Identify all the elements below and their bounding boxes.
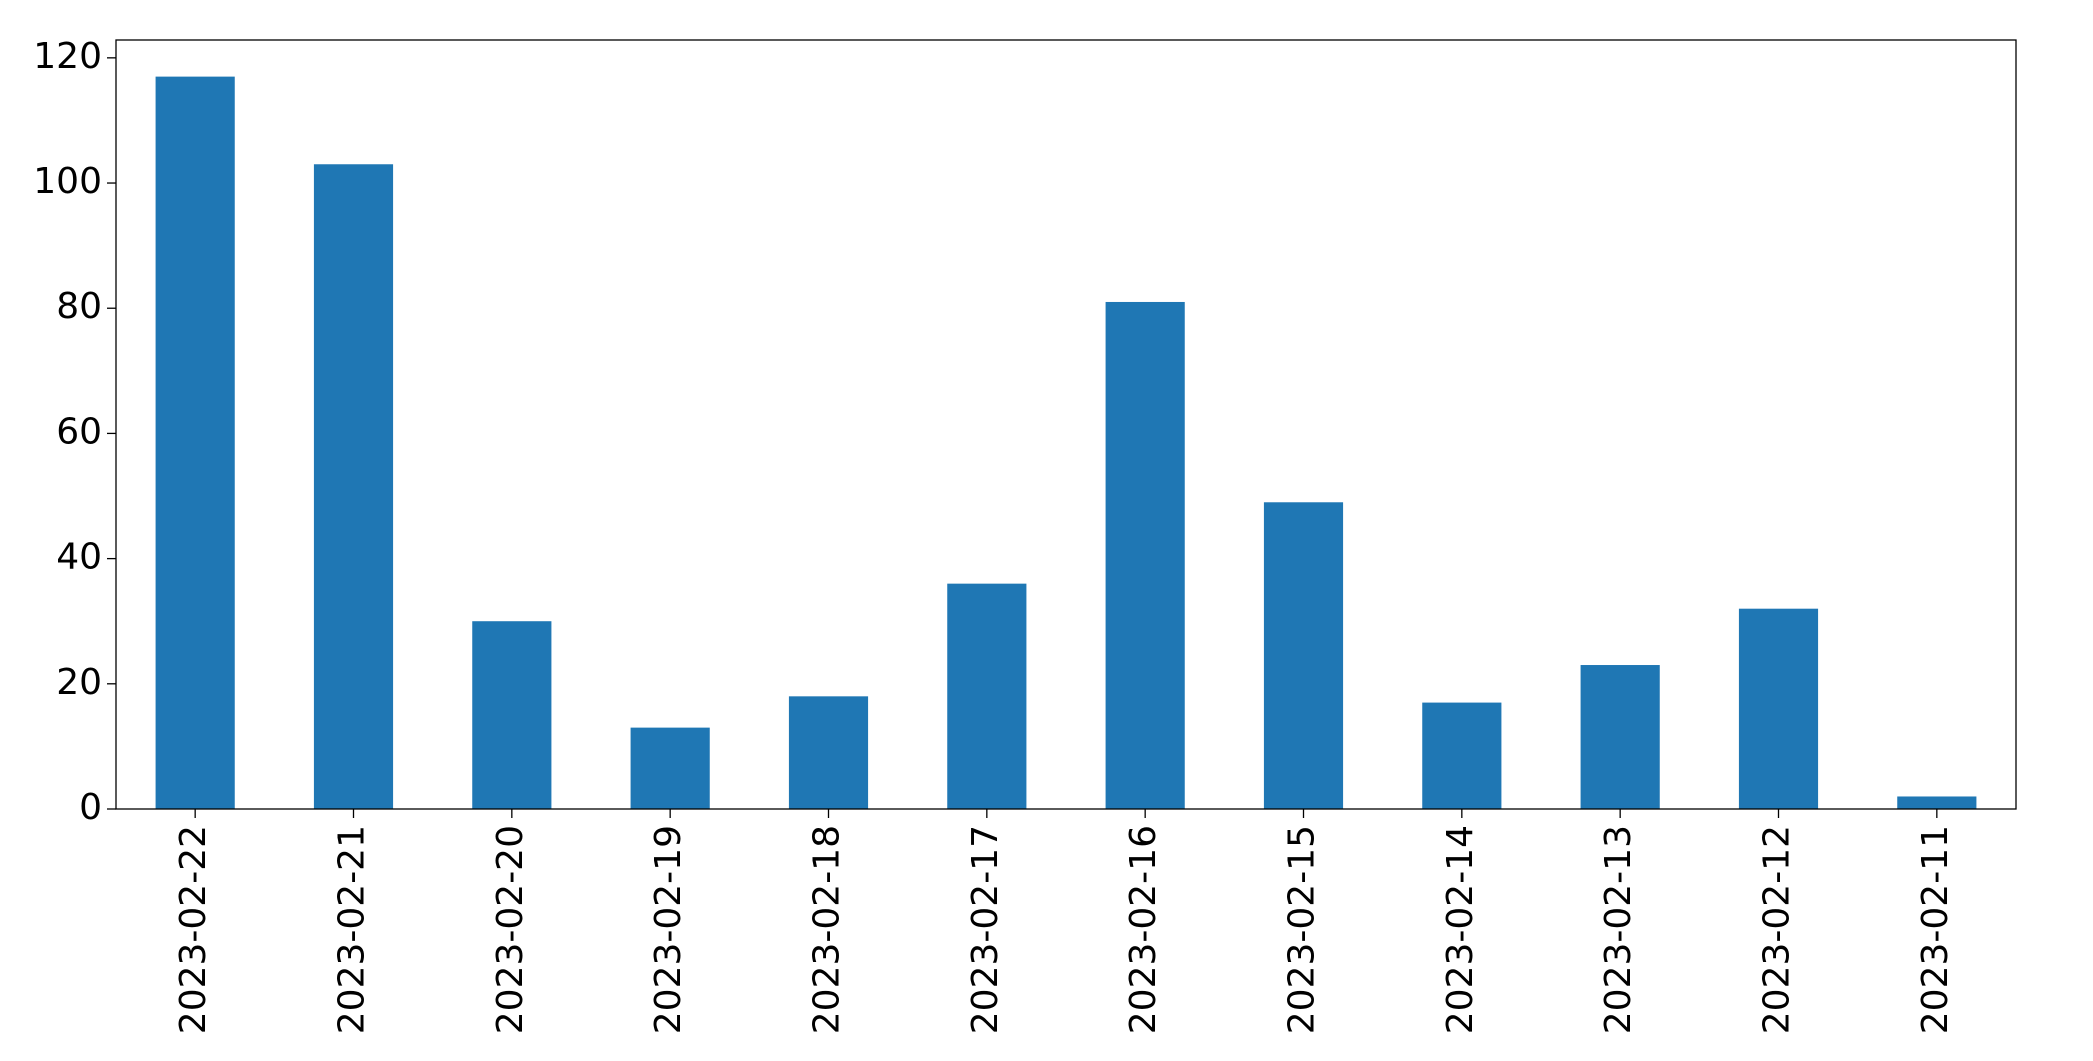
bar	[1738, 608, 1819, 809]
x-tick-label: 2023-02-19	[648, 825, 689, 1034]
bar	[1105, 301, 1185, 809]
bar	[472, 621, 552, 809]
plot-frame	[115, 39, 2017, 810]
x-tick-label: 2023-02-20	[490, 825, 531, 1034]
bar	[788, 696, 869, 809]
y-tick-label: 100	[33, 161, 102, 202]
x-tick-label: 2023-02-16	[1123, 825, 1164, 1034]
bar	[1263, 502, 1344, 809]
bar	[1580, 665, 1660, 809]
x-tick-label: 2023-02-17	[965, 825, 1006, 1034]
x-tick-label: 2023-02-21	[332, 825, 373, 1034]
y-tick-label: 20	[56, 662, 102, 703]
bar	[947, 583, 1027, 809]
x-tick-label: 2023-02-14	[1440, 825, 1481, 1034]
y-tick-label: 80	[56, 286, 102, 327]
y-tick-label: 120	[33, 36, 102, 77]
y-tick-label: 60	[56, 411, 102, 452]
x-tick-label: 2023-02-13	[1598, 825, 1639, 1034]
x-tick-label: 2023-02-18	[807, 825, 848, 1034]
x-tick-label: 2023-02-11	[1915, 825, 1956, 1034]
bar	[313, 164, 394, 809]
x-tick-label: 2023-02-22	[173, 825, 214, 1034]
y-tick-label: 40	[56, 537, 102, 578]
bar	[155, 76, 235, 810]
bar	[630, 727, 710, 809]
bar	[1422, 702, 1502, 809]
x-tick-label: 2023-02-15	[1282, 825, 1323, 1034]
x-tick-label: 2023-02-12	[1757, 825, 1798, 1034]
y-tick-label: 0	[79, 787, 102, 828]
bar	[1897, 796, 1977, 809]
